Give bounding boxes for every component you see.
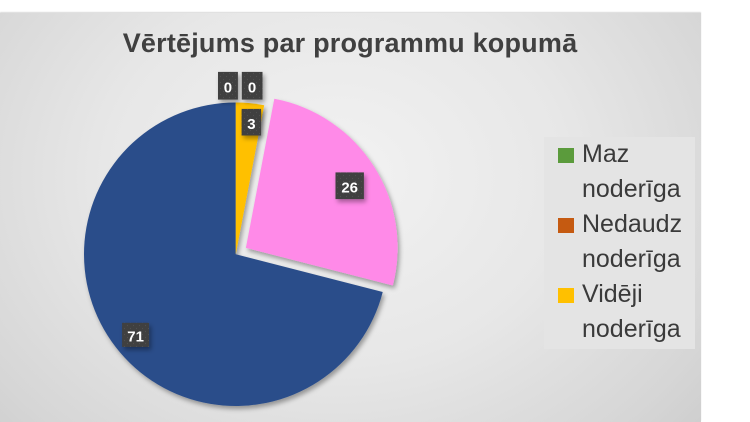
svg-text:0: 0 (248, 80, 256, 97)
svg-text:0: 0 (224, 80, 232, 97)
svg-text:3: 3 (247, 116, 255, 133)
svg-text:26: 26 (341, 180, 358, 197)
svg-text:71: 71 (127, 329, 144, 346)
